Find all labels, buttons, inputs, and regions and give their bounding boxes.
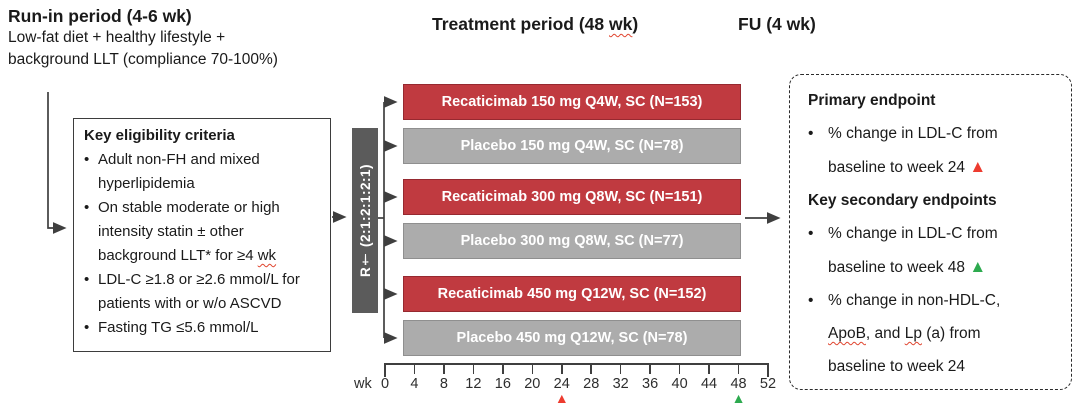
text-segment: ▲ [969,157,987,176]
axis-tick-label: 48 [730,376,747,392]
bullet-item: • % change in LDL-C from baseline to week… [808,217,1057,284]
secondary-endpoints-list: • % change in LDL-C from baseline to week… [808,217,1057,383]
text-segment: ApoB [828,325,866,342]
text-segment: ▲ [969,257,987,276]
text-segment: LDL-C ≥1.8 or ≥2.6 mmol/L for patients w… [98,271,300,312]
bullet-text: % change in LDL-C from baseline to week … [828,117,1018,184]
axis-tick [531,363,534,374]
runin-period-subtitle-line2: background LLT (compliance 70-100%) [8,51,278,68]
axis-tick-label: 0 [380,376,390,392]
axis-tick [472,363,475,374]
text-segment: ) [632,14,639,34]
bullet-dot: • [808,125,814,142]
text-segment: % change in non-HDL-C, [828,292,1001,309]
runin-to-eligibility-arrow [47,92,67,234]
bullet-item: • Adult non-FH and mixed hyperlipidemia [84,148,320,196]
text-segment: , and [865,325,905,342]
secondary-endpoints-title: Key secondary endpoints [808,192,997,209]
bullet-item: • % change in LDL-C from baseline to week… [808,117,1057,184]
axis-tick-label: 44 [700,376,718,392]
randomization-label: R† (2:1:2:1:2:1) [357,163,373,278]
axis-tick-label: 12 [465,376,482,392]
primary-endpoint-title: Primary endpoint [808,92,936,109]
text-segment: Adult non-FH and mixed hyperlipidemia [98,151,260,192]
arm-bar-1: Recaticimab 150 mg Q4W, SC (N=153) [403,84,741,120]
axis-tick-label: 52 [759,376,777,392]
followup-period-title: FU (4 wk) [738,14,816,34]
axis-tick [384,363,386,377]
text-segment: Treatment period (48 [432,14,609,34]
arm-bar-2: Placebo 150 mg Q4W, SC (N=78) [403,128,741,164]
axis-tick-label: 4 [410,376,419,392]
bullet-dot: • [808,225,814,242]
text-segment: % change in LDL-C from baseline to week … [828,125,998,176]
bullet-item: • On stable moderate or high intensity st… [84,196,320,268]
text-segment: On stable moderate or high intensity sta… [98,199,280,264]
bullet-dot: • [84,319,90,336]
axis-marker-triangle: ▲ [554,390,569,406]
bullet-dot: • [84,271,90,288]
bullet-dot: • [84,151,90,168]
arm-bar-5: Recaticimab 450 mg Q12W, SC (N=152) [403,276,741,312]
bullet-dot: • [84,199,90,216]
arm-bar-6: Placebo 450 mg Q12W, SC (N=78) [403,320,741,356]
randomization-bar: R† (2:1:2:1:2:1) [352,128,378,313]
axis-tick-label: 24 [553,376,570,392]
axis-tick-label: 36 [642,376,659,392]
axis-tick-label: 32 [612,376,629,392]
text-segment: (a) from baseline to week 24 [828,325,981,375]
axis-tick [619,363,622,374]
bullet-item: • Fasting TG ≤5.6 mmol/L [84,316,320,340]
treatment-period-title: Treatment period (48 wk) [432,14,638,35]
text-segment: wk [609,14,633,34]
bullet-dot: • [808,292,814,309]
axis-tick [502,363,504,374]
bullet-text: Fasting TG ≤5.6 mmol/L [98,316,320,340]
runin-period-title: Run-in period (4-6 wk) [8,6,192,26]
bullet-text: % change in non-HDL-C, ApoB, and Lp (a) … [828,284,1018,383]
bullet-text: LDL-C ≥1.8 or ≥2.6 mmol/L for patients w… [98,268,320,316]
axis-tick [708,363,710,374]
runin-period-subtitle-line1: Low-fat diet + healthy lifestyle + [8,29,226,46]
axis-tick-label: 40 [671,376,688,392]
eligibility-list: • Adult non-FH and mixed hyperlipidemia • O… [84,148,320,340]
eligibility-title: Key eligibility criteria [84,127,235,144]
text-segment: wk [257,247,277,264]
axis-tick [678,363,681,374]
endpoints-box: Primary endpoint • % change in LDL-C from… [789,74,1072,390]
axis-tick-label: 20 [524,376,541,392]
bullet-item: • LDL-C ≥1.8 or ≥2.6 mmol/L for patients … [84,268,320,316]
bullet-item: • % change in non-HDL-C, ApoB, and Lp (a)… [808,284,1057,383]
axis-marker-triangle: ▲ [731,390,746,406]
timeline-unit-label: wk [354,376,372,392]
arm-bar-3: Recaticimab 300 mg Q8W, SC (N=151) [403,179,741,215]
axis-tick-label: 28 [583,376,600,392]
primary-endpoint-list: • % change in LDL-C from baseline to week… [808,117,1057,184]
bullet-text: On stable moderate or high intensity sta… [98,196,320,268]
axis-tick [737,363,740,374]
axis-tick [649,363,651,374]
bullet-text: Adult non-FH and mixed hyperlipidemia [98,148,320,196]
axis-tick [413,363,416,374]
text-segment: Fasting TG ≤5.6 mmol/L [98,319,259,336]
text-segment: % change in LDL-C from baseline to week … [828,225,998,276]
text-segment: Lp [904,325,922,342]
bullet-text: % change in LDL-C from baseline to week … [828,217,1018,284]
axis-tick-label: 16 [494,376,511,392]
timeline-axis-line [384,363,769,365]
axis-tick [443,363,445,374]
axis-tick [590,363,592,374]
axis-tick [560,363,563,374]
eligibility-criteria-box: Key eligibility criteria • Adult non-FH a… [73,118,331,352]
arm-bar-4: Placebo 300 mg Q8W, SC (N=77) [403,223,741,259]
axis-tick-label: 8 [439,376,448,392]
axis-tick [767,363,769,377]
